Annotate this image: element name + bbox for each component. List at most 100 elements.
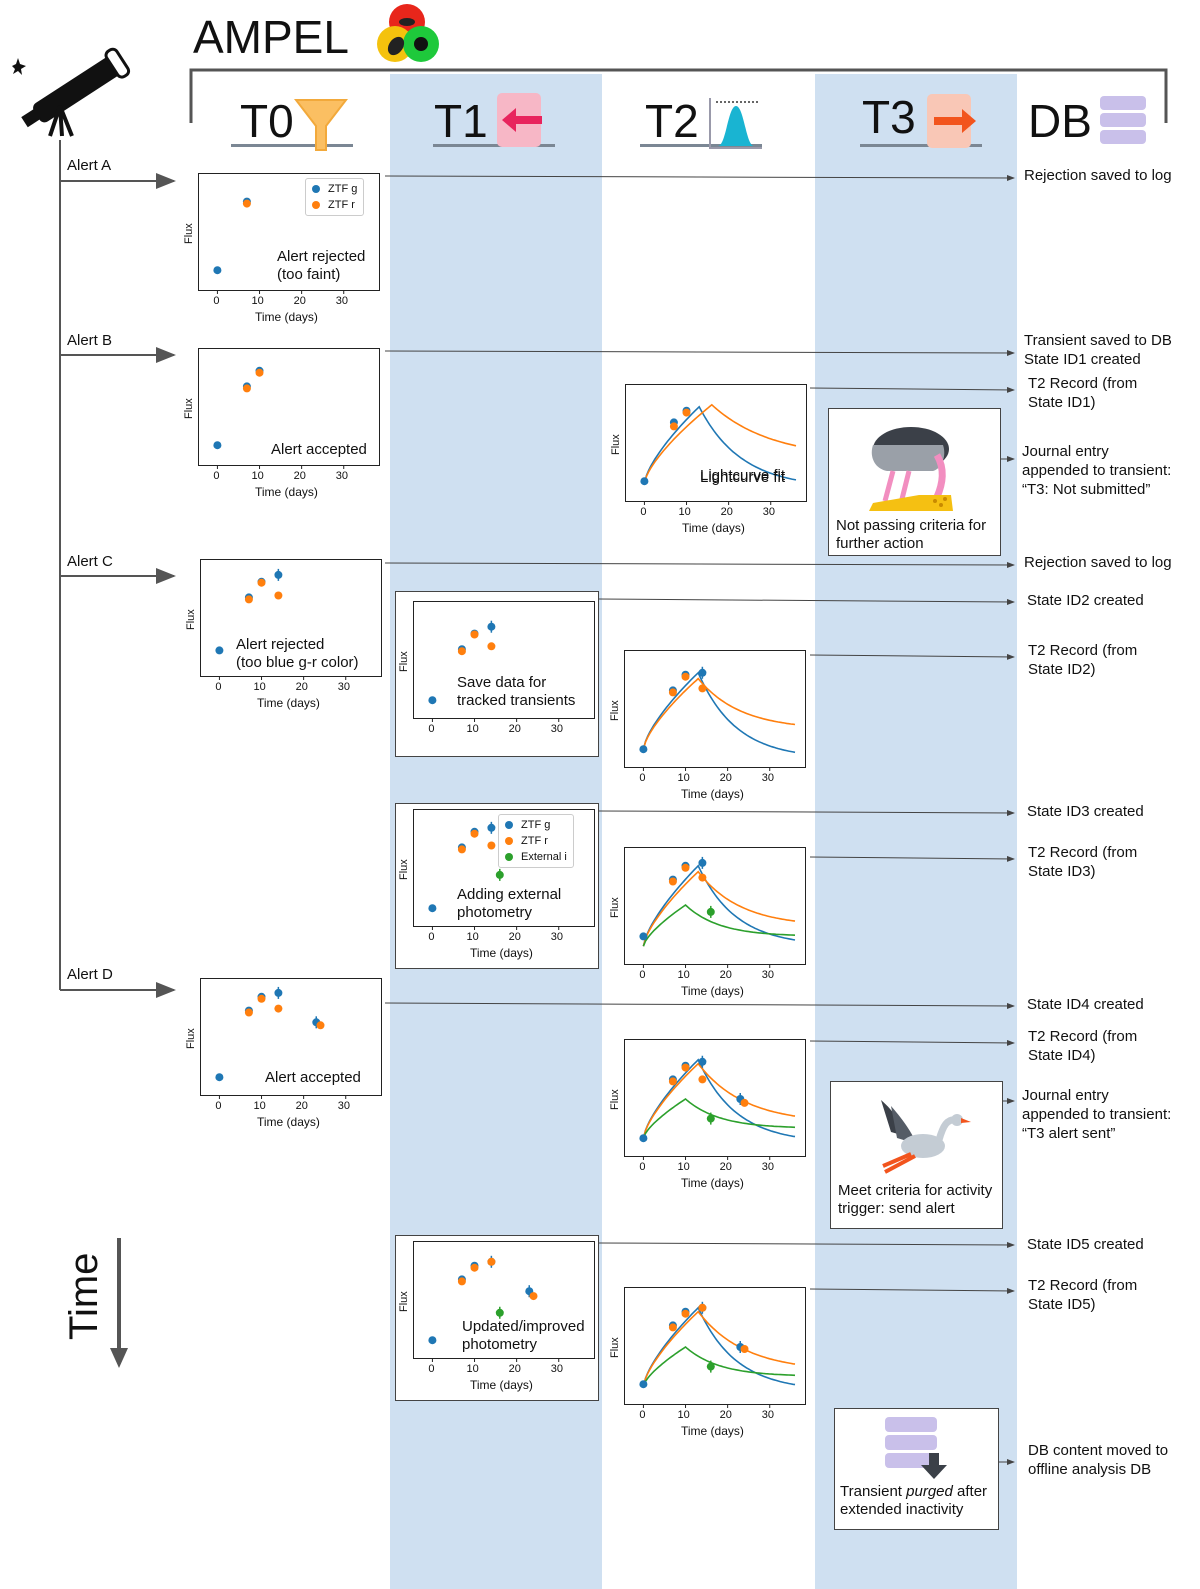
data-point (257, 578, 266, 587)
t1-arrow-icon (497, 93, 542, 147)
plot-canvas (639, 666, 796, 771)
x-tick-label: 30 (550, 1363, 563, 1375)
fit-curve-i (642, 1097, 796, 1139)
lightcurve-plot-1: Alert rejected (too faint) ZTF g ZTF r Flux… (183, 173, 380, 324)
y-axis-label: Flux (610, 434, 622, 455)
alert-b-label: Alert B (67, 332, 113, 349)
column-t3-label: T3 (862, 91, 916, 143)
top-bracket (189, 68, 1168, 123)
time-axis-label: Time (62, 1252, 106, 1340)
legend-entry: ZTF r (505, 833, 567, 849)
data-point (668, 877, 677, 886)
plot-title: Alert rejected (too blue g-r color) (236, 636, 359, 671)
plot-canvas (428, 821, 560, 930)
x-tick-label: 20 (508, 931, 521, 943)
x-tick-label: 0 (213, 295, 220, 307)
lightcurve-plot-4: Alert rejected (too blue g-r color) Flux 0… (185, 559, 382, 710)
note-transient-saved: Transient saved to DB State ID1 created (1024, 332, 1172, 368)
legend-entry: ZTF g (312, 181, 357, 197)
data-point (215, 1073, 224, 1082)
plot-canvas (428, 620, 560, 722)
alert-d-label: Alert D (67, 966, 113, 983)
plot-canvas (640, 403, 797, 505)
x-axis-label: Time (days) (470, 1378, 533, 1392)
x-tick-label: 20 (720, 506, 733, 518)
note-state-id5: State ID5 created (1027, 1236, 1144, 1253)
lightcurve-plot-11: Updated/improved photometry Flux 0 10 20 30 Ti… (398, 1241, 595, 1392)
plot-title: Alert accepted (265, 1069, 361, 1086)
data-point (428, 1336, 437, 1345)
database-icon (1100, 96, 1146, 144)
lightcurve-plot-3: Lightcurve fit Lightcurve fit Flux 0 10 20 30 T… (610, 384, 807, 535)
plot-title: Updated/improved photometry (462, 1318, 585, 1353)
t0-underline (231, 144, 353, 147)
column-t2-label: T2 (645, 95, 699, 147)
plot-canvas (639, 856, 796, 968)
plot-title: Save data for tracked transients (457, 674, 576, 709)
x-axis-label: Time (days) (257, 1115, 320, 1129)
data-point (698, 873, 707, 882)
data-point (244, 595, 253, 604)
ostrich-icon (869, 427, 953, 511)
fit-curve-r (642, 870, 796, 947)
x-tick-label: 20 (719, 1409, 732, 1421)
note-state-id4: State ID4 created (1027, 996, 1144, 1013)
legend-marker (505, 837, 513, 846)
x-tick-label: 30 (335, 470, 348, 482)
x-tick-label: 30 (337, 1100, 350, 1112)
y-axis-label: Flux (183, 223, 195, 244)
x-tick-label: 10 (251, 470, 264, 482)
data-point (639, 745, 648, 754)
fit-curve-r (642, 1062, 796, 1139)
legend-label: ZTF g (328, 183, 358, 195)
plot-canvas (213, 366, 345, 469)
legend-entry: ZTF g (505, 817, 567, 833)
x-axis-label: Time (days) (255, 310, 318, 324)
legend-label: External i (521, 851, 567, 863)
note-state-id2: State ID2 created (1027, 592, 1144, 609)
data-point (698, 1303, 707, 1312)
data-point (470, 630, 479, 639)
plot-canvas (215, 986, 347, 1099)
lightcurve-plot-12: Flux 0 10 20 30 Time (days) (609, 1287, 806, 1438)
data-point (698, 1075, 707, 1084)
x-tick-label: 0 (639, 1409, 646, 1421)
note-state-id3: State ID3 created (1027, 803, 1144, 820)
data-point (740, 1345, 749, 1353)
alert-a-label: Alert A (67, 157, 112, 174)
x-axis-label: Time (days) (681, 984, 744, 998)
lightcurve-plot-2: Alert accepted Flux 0 10 20 30 Time (days) (183, 348, 380, 499)
data-point (698, 684, 707, 693)
data-point (668, 1323, 677, 1332)
x-tick-label: 10 (466, 931, 479, 943)
plot-legend: ZTF g ZTF r External i (498, 814, 574, 868)
fit-curve-g (642, 1306, 796, 1387)
plot-canvas (639, 1055, 796, 1160)
legend-entry: ZTF r (312, 197, 357, 213)
data-point (681, 672, 690, 681)
fit-curve-r (642, 1310, 796, 1387)
x-axis-label: Time (days) (681, 787, 744, 801)
data-point (681, 863, 690, 872)
data-point (242, 384, 251, 393)
x-axis-label: Time (days) (681, 1424, 744, 1438)
x-tick-label: 10 (677, 969, 690, 981)
legend-marker (505, 821, 513, 830)
data-point (682, 408, 691, 417)
x-tick-label: 20 (293, 295, 306, 307)
ampel-logo-icon (377, 4, 439, 62)
x-tick-label: 30 (761, 969, 774, 981)
t3-underline (860, 144, 982, 147)
database-purge-icon (885, 1417, 947, 1479)
x-tick-label: 20 (508, 1363, 521, 1375)
x-tick-label: 30 (761, 1161, 774, 1173)
fit-curve-g (642, 1058, 796, 1139)
x-tick-label: 0 (428, 723, 435, 735)
data-point (487, 1257, 496, 1266)
t3-arrow-icon (927, 94, 976, 148)
legend-entry: External i (505, 849, 567, 865)
x-tick-label: 20 (719, 772, 732, 784)
funnel-icon (294, 99, 348, 151)
y-axis-label: Flux (398, 1291, 410, 1312)
x-tick-label: 10 (253, 681, 266, 693)
